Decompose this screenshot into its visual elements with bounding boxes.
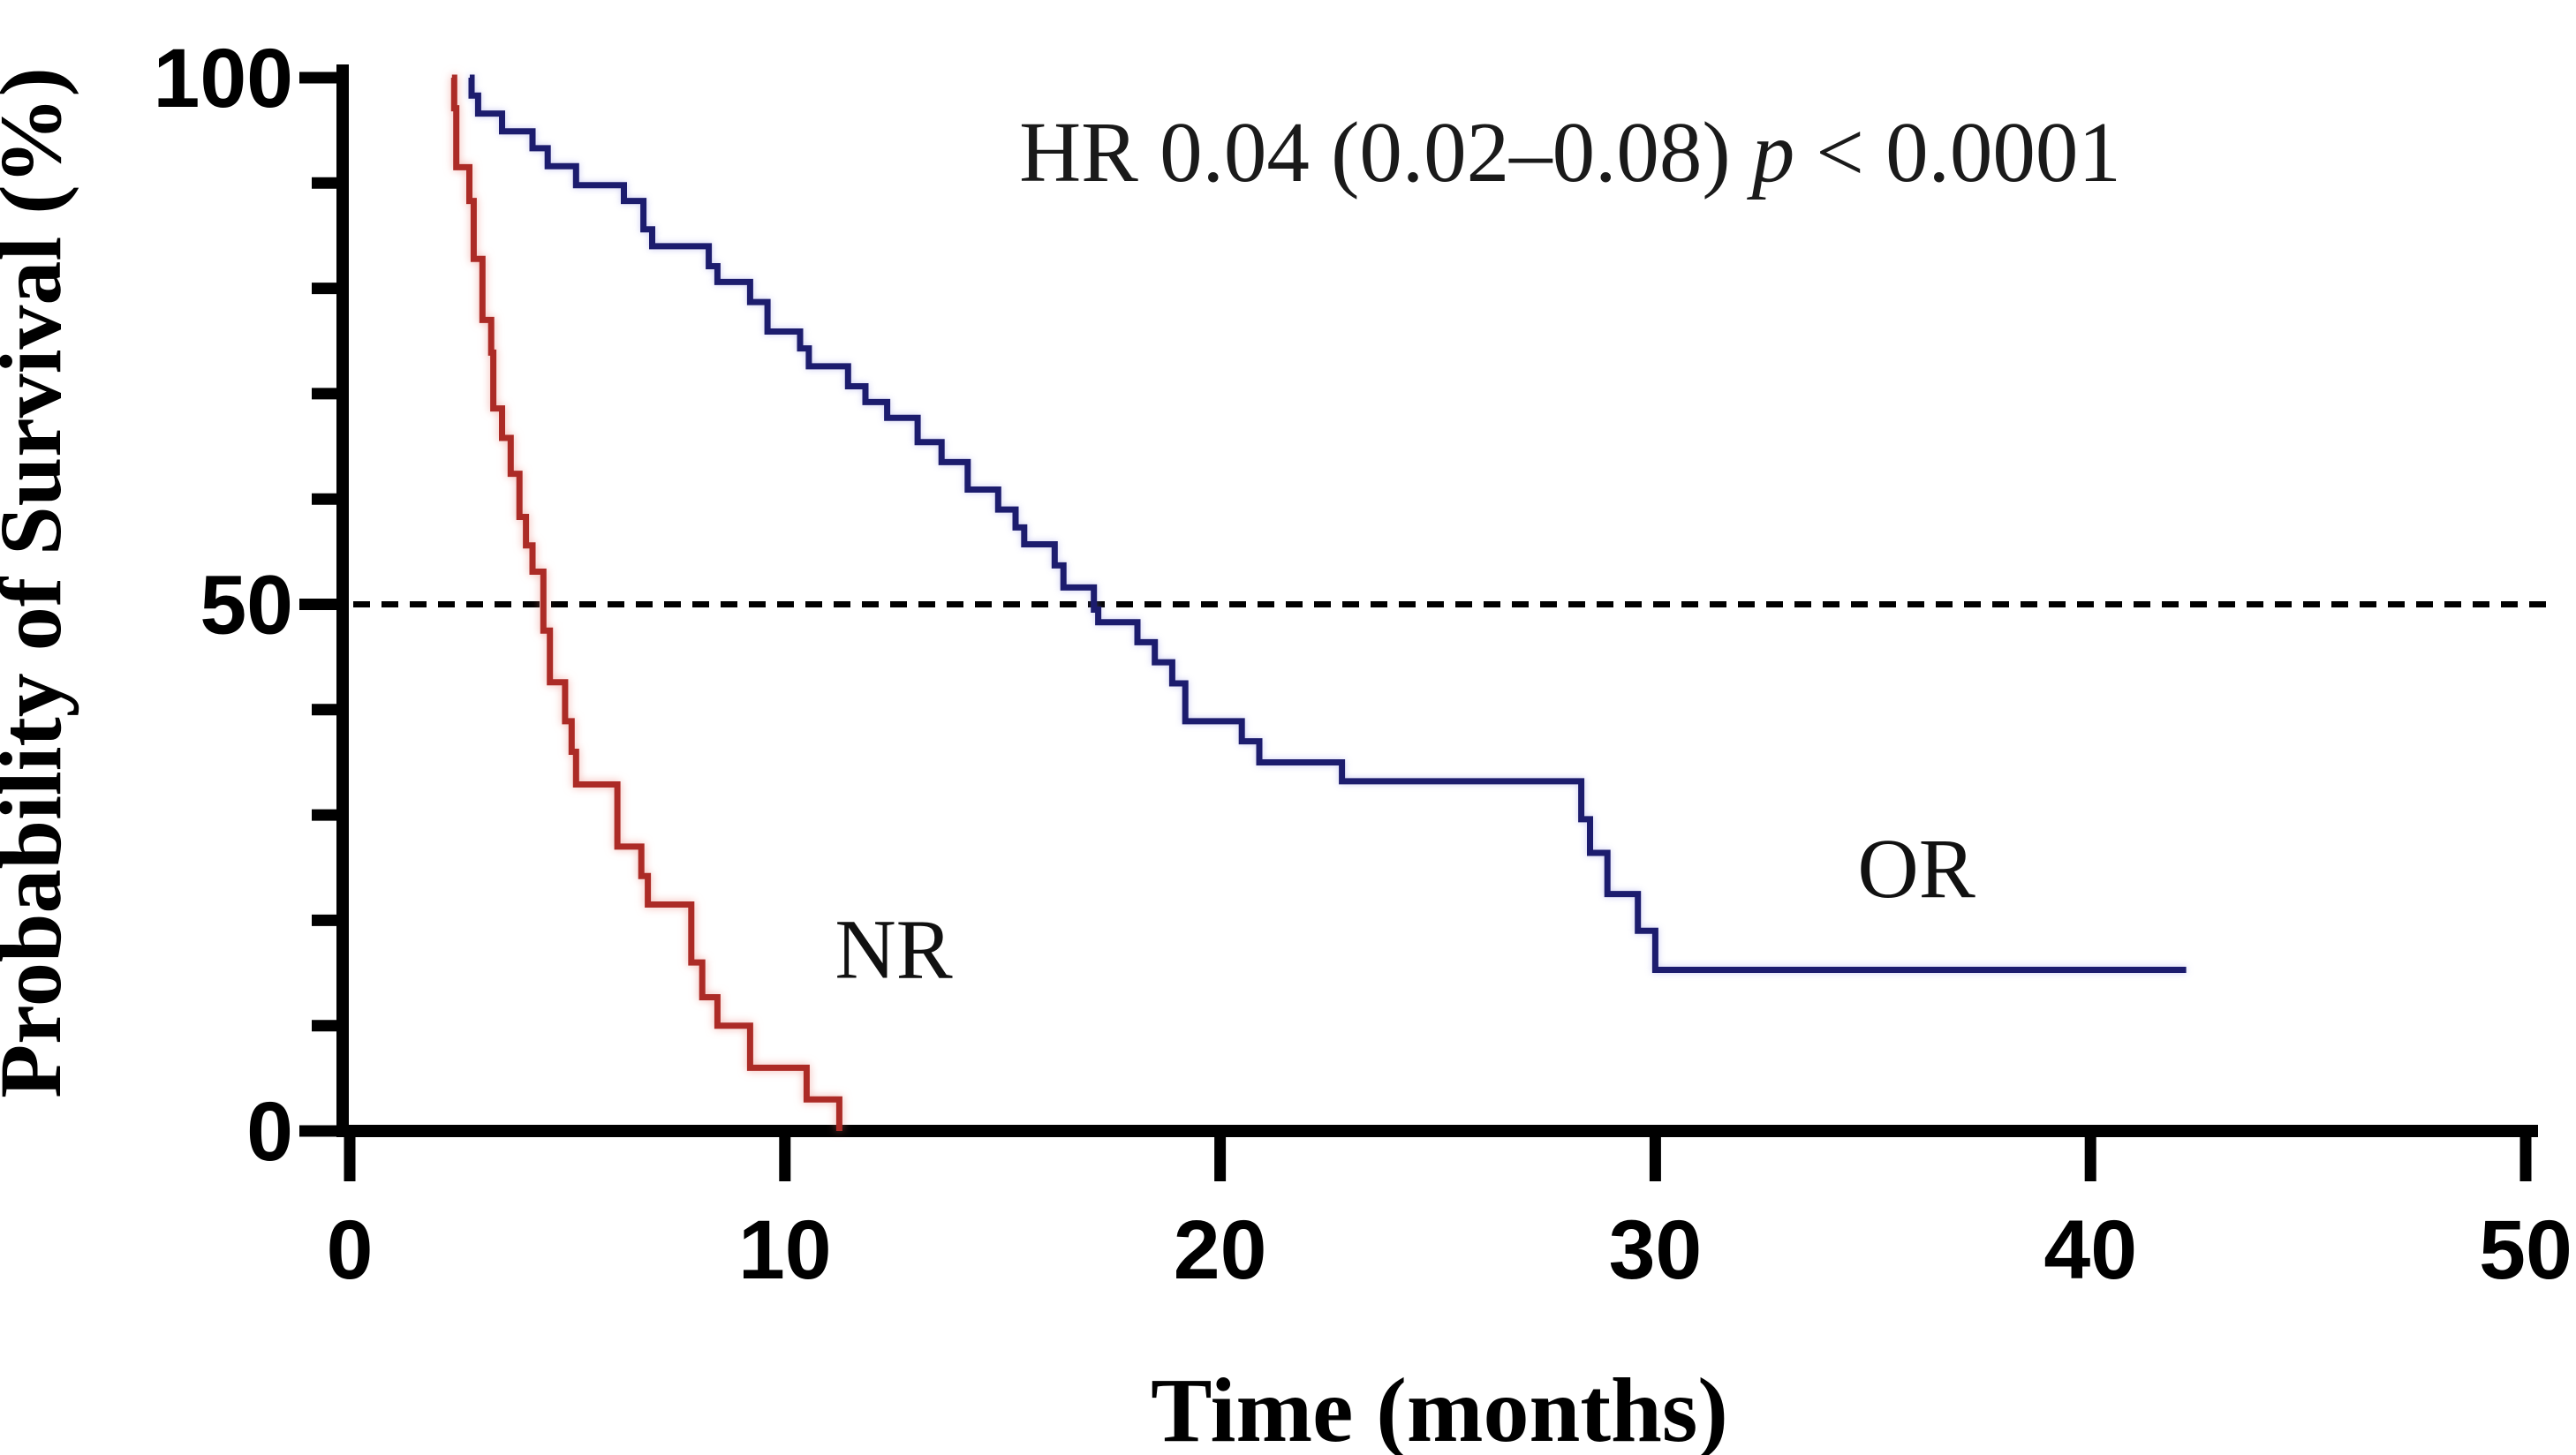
x-tick-label-50: 50 — [2479, 1203, 2572, 1297]
x-tick-label-10: 10 — [738, 1203, 832, 1297]
x-tick-label-40: 40 — [2043, 1203, 2137, 1297]
y-axis-tick-labels: 0 50 100 — [153, 32, 293, 1179]
hr-value-text: HR 0.04 (0.02–0.08) — [1019, 105, 1731, 200]
p-symbol: p — [1747, 105, 1795, 200]
y-tick-label-100: 100 — [153, 32, 293, 125]
x-axis-title: Time (months) — [1151, 1360, 1728, 1455]
p-value-text: < 0.0001 — [1816, 105, 2121, 200]
axes-spines — [336, 64, 2538, 1137]
x-axis-tick-labels: 0 10 20 30 40 50 — [327, 1203, 2572, 1297]
y-axis-title: Probability of Survival (%) — [0, 67, 79, 1098]
nr-survival-curve — [450, 74, 842, 1131]
or-series-label: OR — [1857, 821, 1975, 916]
y-tick-label-50: 50 — [200, 559, 293, 652]
y-axis-major-ticks — [299, 72, 336, 1137]
x-tick-label-30: 30 — [1609, 1203, 1703, 1297]
x-tick-label-0: 0 — [327, 1203, 374, 1297]
x-axis-ticks — [344, 1137, 2532, 1181]
nr-series-label: NR — [835, 902, 952, 997]
y-axis-minor-ticks — [312, 177, 336, 1032]
hr-annotation: HR 0.04 (0.02–0.08) p < 0.0001 — [1019, 105, 2121, 200]
or-survival-curve — [468, 74, 2187, 973]
x-tick-label-20: 20 — [1174, 1203, 1267, 1297]
y-tick-label-0: 0 — [246, 1085, 293, 1179]
